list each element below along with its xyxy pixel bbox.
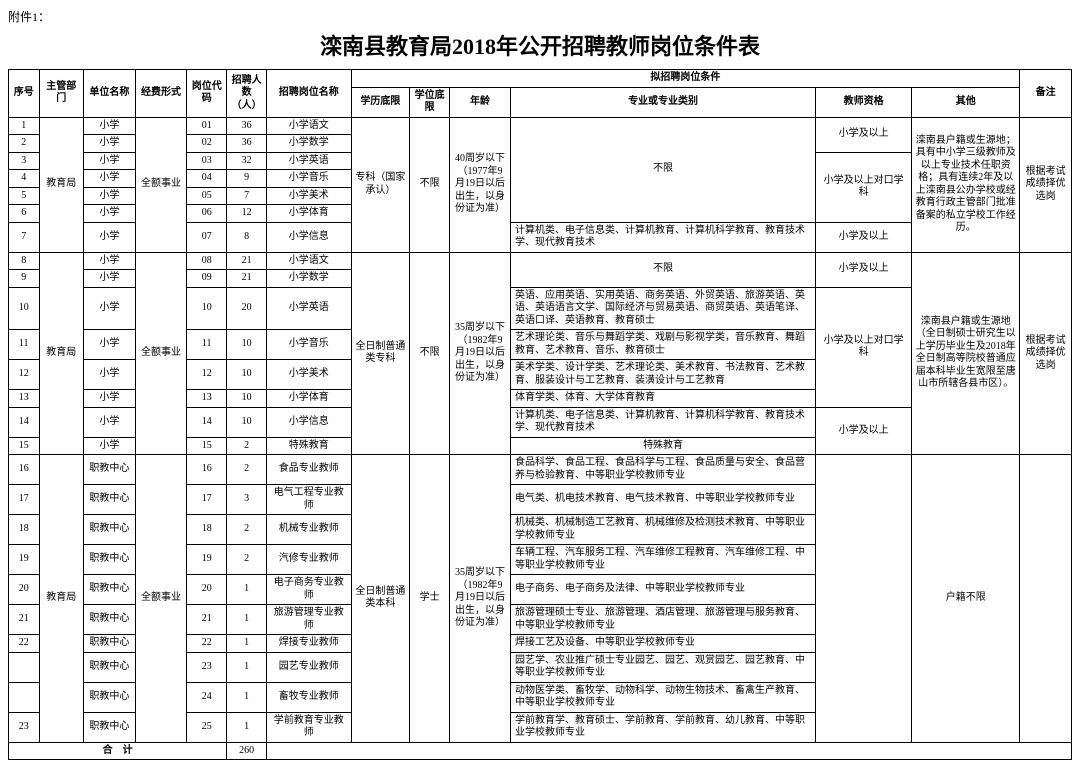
cell-remark: 根据考试成绩择优选岗 (1020, 117, 1072, 252)
th-num: 招聘人数（人） (227, 70, 267, 118)
recruitment-table: 序号 主管部门 单位名称 经费形式 岗位代码 招聘人数（人） 招聘岗位名称 拟招… (8, 69, 1072, 760)
cell-major: 英语、应用英语、实用英语、商务英语、外贸英语、旅游英语、英语、英语语言文学、国际… (511, 287, 816, 330)
cell-fund: 全额事业 (135, 117, 187, 252)
cell-degree: 学士 (410, 455, 450, 743)
cell-other: 滦南县户籍或生源地（全日制硕士研究生以上学历毕业生及2018年全日制高等院校普通… (912, 252, 1020, 455)
cell-age: 40周岁以下（1977年9月19日以后出生，以身份证为准） (450, 117, 511, 252)
cell-qual: 小学及以上 (816, 407, 912, 455)
cell-age: 35周岁以下（1982年9月19日以后出生，以身份证为准） (450, 455, 511, 743)
table-row: 16教育局职教中心全额事业162食品专业教师全日制普通类本科学士35周岁以下（1… (9, 455, 1072, 485)
cell-remark (1020, 455, 1072, 743)
cell-qual: 小学及以上 (816, 252, 912, 287)
cell-pos: 小学语文 (267, 117, 351, 135)
table-row: 1教育局小学全额事业0136小学语文专科（国家承认）不限40周岁以下（1977年… (9, 117, 1072, 135)
th-degree: 学位底限 (410, 87, 450, 117)
cell-dept: 教育局 (39, 252, 84, 455)
cell-edu: 全日制普通类本科 (351, 455, 410, 743)
th-code: 岗位代码 (187, 70, 227, 118)
cell-major: 特殊教育 (511, 437, 816, 455)
th-unit: 单位名称 (84, 70, 136, 118)
cell-major: 不限 (511, 252, 816, 287)
cell-total-label: 合 计 (9, 742, 227, 760)
th-edu: 学历底限 (351, 87, 410, 117)
th-major: 专业或专业类别 (511, 87, 816, 117)
cell-num: 36 (227, 117, 267, 135)
th-remark: 备注 (1020, 70, 1072, 118)
attachment-label: 附件1： (8, 8, 1072, 25)
cell-age: 35周岁以下（1982年9月19日以后出生，以身份证为准） (450, 252, 511, 455)
cell-major: 不限 (511, 117, 816, 222)
cell-remark: 根据考试成绩择优选岗 (1020, 252, 1072, 455)
cell-major: 食品科学、食品工程、食品科学与工程、食品质量与安全、食品营养与检验教育、中等职业… (511, 455, 816, 485)
cell-major: 计算机类、电子信息类、计算机教育、计算机科学教育、教育技术学、现代教育技术 (511, 222, 816, 252)
th-seq: 序号 (9, 70, 40, 118)
cell-degree: 不限 (410, 117, 450, 252)
cell-edu: 专科（国家承认） (351, 117, 410, 252)
cell-qual: 小学及以上对口学科 (816, 152, 912, 222)
cell-qual: 小学及以上 (816, 222, 912, 252)
cell-dept: 教育局 (39, 455, 84, 743)
cell-dept: 教育局 (39, 117, 84, 252)
cell-other: 滦南县户籍或生源地；具有中小学三级教师及以上专业技术任职资格；具有连续2年及以上… (912, 117, 1020, 252)
cell-qual: 小学及以上对口学科 (816, 287, 912, 407)
th-cond-group: 拟招聘岗位条件 (351, 70, 1020, 88)
th-fund: 经费形式 (135, 70, 187, 118)
th-qual: 教师资格 (816, 87, 912, 117)
cell-degree: 不限 (410, 252, 450, 455)
cell-other: 户籍不限 (912, 455, 1020, 743)
th-pos: 招聘岗位名称 (267, 70, 351, 118)
cell-edu: 全日制普通类专科 (351, 252, 410, 455)
cell-qual: 小学及以上 (816, 117, 912, 152)
cell-unit: 小学 (84, 117, 136, 135)
table-row: 合 计260 (9, 742, 1072, 760)
table-row: 8教育局小学全额事业0821小学语文全日制普通类专科不限35周岁以下（1982年… (9, 252, 1072, 270)
th-dept: 主管部门 (39, 70, 84, 118)
cell-total-num: 260 (227, 742, 267, 760)
th-other: 其他 (912, 87, 1020, 117)
cell-qual (816, 455, 912, 743)
cell-seq: 1 (9, 117, 40, 135)
th-age: 年龄 (450, 87, 511, 117)
cell-fund: 全额事业 (135, 252, 187, 455)
cell-code: 01 (187, 117, 227, 135)
document-title: 滦南县教育局2018年公开招聘教师岗位条件表 (8, 29, 1072, 61)
cell-fund: 全额事业 (135, 455, 187, 743)
